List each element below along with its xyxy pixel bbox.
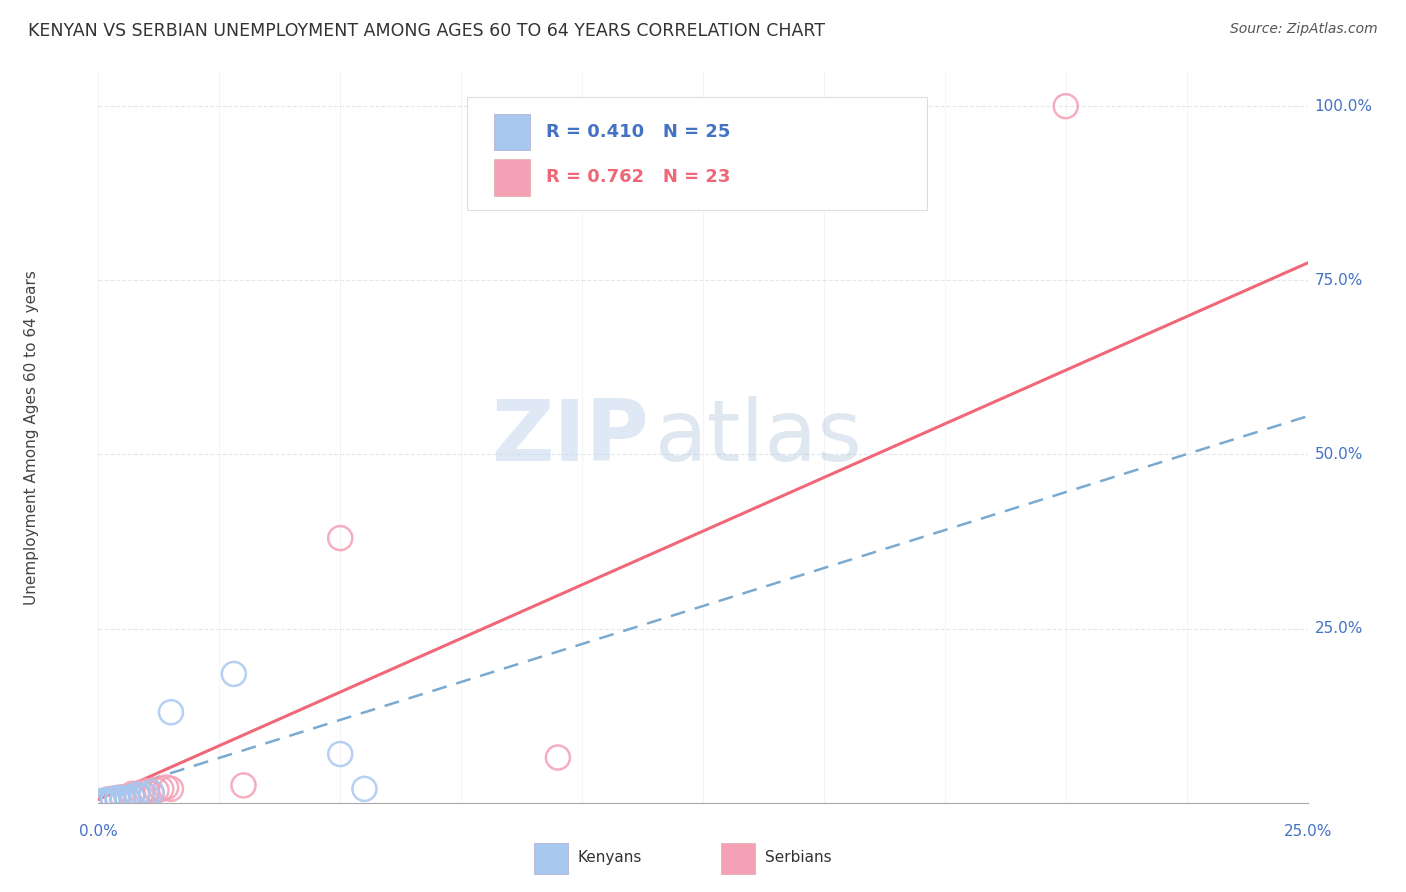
Point [101, 794, 124, 808]
Point [547, 750, 569, 764]
Text: Source: ZipAtlas.com: Source: ZipAtlas.com [1230, 22, 1378, 37]
Point [329, 531, 352, 545]
Point [155, 780, 177, 795]
Point [121, 790, 143, 805]
Point [127, 788, 149, 802]
Point [91, 794, 114, 808]
Point [232, 778, 254, 792]
Point [91, 794, 114, 808]
Point [107, 791, 129, 805]
Bar [721, 843, 755, 874]
Point [117, 791, 139, 805]
Point [107, 791, 129, 805]
Point [97, 794, 120, 808]
Bar [494, 159, 530, 195]
Text: 100.0%: 100.0% [1315, 99, 1372, 113]
Bar [534, 843, 568, 874]
Text: Serbians: Serbians [765, 850, 831, 865]
Point [1054, 99, 1077, 113]
Point [97, 792, 120, 806]
Point [141, 785, 163, 799]
Point [222, 667, 245, 681]
Point [145, 783, 167, 797]
Point [117, 791, 139, 805]
Text: 75.0%: 75.0% [1315, 273, 1362, 288]
Point [121, 787, 143, 801]
Point [107, 794, 129, 808]
Point [111, 793, 134, 807]
Point [135, 789, 157, 803]
Text: 0.0%: 0.0% [79, 823, 118, 838]
Point [107, 792, 129, 806]
Point [91, 795, 114, 809]
Point [329, 747, 352, 761]
Point [160, 705, 183, 719]
Point [101, 793, 124, 807]
Point [141, 787, 163, 801]
Point [101, 791, 124, 805]
Point [127, 788, 149, 802]
Point [101, 792, 124, 806]
Point [131, 785, 153, 799]
Point [111, 791, 134, 805]
Text: atlas: atlas [655, 395, 863, 479]
Point [97, 794, 120, 808]
FancyBboxPatch shape [467, 97, 927, 211]
Point [111, 792, 134, 806]
Bar [494, 114, 530, 151]
Point [101, 794, 124, 808]
Point [131, 790, 153, 805]
Point [91, 794, 114, 808]
Point [353, 781, 375, 796]
Text: 25.0%: 25.0% [1315, 621, 1362, 636]
Text: Kenyans: Kenyans [578, 850, 641, 865]
Text: 50.0%: 50.0% [1315, 447, 1362, 462]
Point [97, 795, 120, 809]
Text: R = 0.762   N = 23: R = 0.762 N = 23 [546, 169, 730, 186]
Point [117, 792, 139, 806]
Text: R = 0.410   N = 25: R = 0.410 N = 25 [546, 123, 730, 141]
Text: 25.0%: 25.0% [1284, 823, 1331, 838]
Point [111, 790, 134, 805]
Text: ZIP: ZIP [491, 395, 648, 479]
Text: Unemployment Among Ages 60 to 64 years: Unemployment Among Ages 60 to 64 years [24, 269, 39, 605]
Point [150, 781, 173, 796]
Point [160, 781, 183, 796]
Point [135, 784, 157, 798]
Point [121, 789, 143, 803]
Text: KENYAN VS SERBIAN UNEMPLOYMENT AMONG AGES 60 TO 64 YEARS CORRELATION CHART: KENYAN VS SERBIAN UNEMPLOYMENT AMONG AGE… [28, 22, 825, 40]
Point [97, 793, 120, 807]
